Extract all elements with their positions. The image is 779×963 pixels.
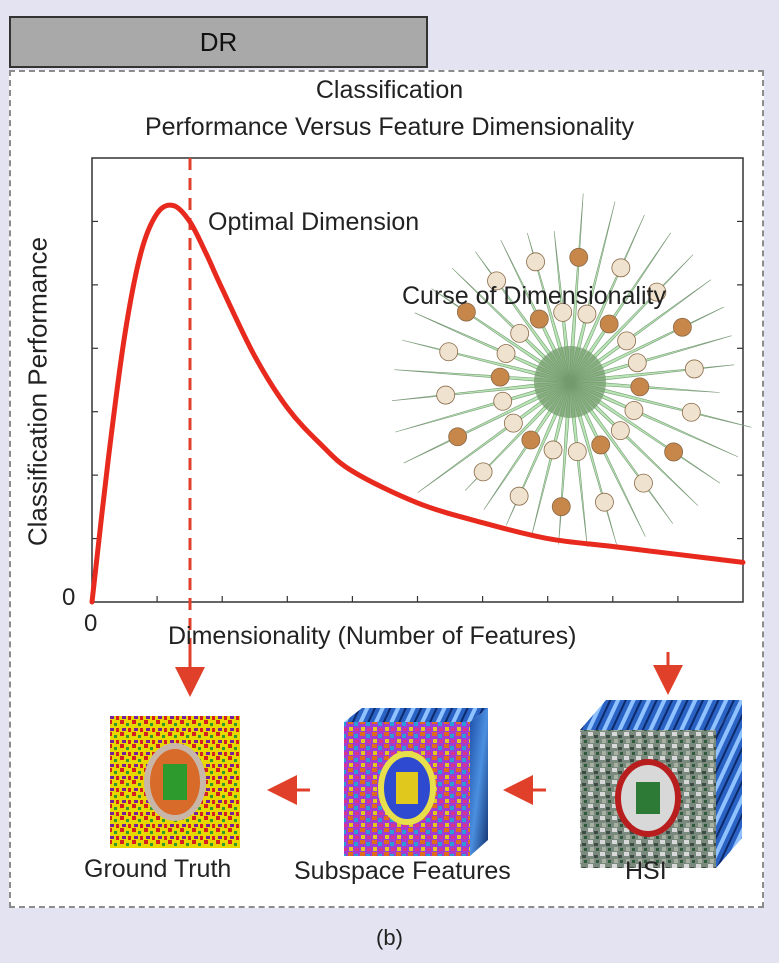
subspace-features-label: Subspace Features <box>294 857 511 885</box>
animal-face-icon <box>627 353 647 373</box>
animal-face-icon <box>551 497 571 517</box>
hsi-cube <box>580 700 742 868</box>
subspace-features-cube <box>344 708 488 856</box>
chart-title-line2: Performance Versus Feature Dimensionalit… <box>144 113 635 141</box>
animal-face-icon <box>509 486 529 506</box>
animal-face-icon <box>490 367 510 387</box>
animal-face-icon <box>436 385 456 405</box>
animal-face-icon <box>569 247 589 267</box>
animal-face-icon <box>595 492 614 512</box>
x-axis-label: Dimensionality (Number of Features) <box>168 622 577 650</box>
animal-face-icon <box>681 402 701 422</box>
animal-face-icon <box>672 317 692 337</box>
animal-face-icon <box>526 252 545 272</box>
animal-face-icon <box>634 473 653 493</box>
animal-face-icon <box>510 323 530 343</box>
animal-face-icon <box>610 421 630 441</box>
animal-face-icon <box>630 377 650 397</box>
hsi-label: HSI <box>625 857 667 885</box>
optimal-dimension-annotation: Optimal Dimension <box>208 208 420 236</box>
animal-face-icon <box>664 442 684 462</box>
curse-spiky-ball <box>391 193 752 548</box>
ground-truth-image <box>110 716 240 848</box>
animal-face-icon <box>503 413 523 433</box>
dr-tab-label: DR <box>199 26 238 57</box>
animal-face-icon <box>529 309 549 329</box>
ground-truth-label: Ground Truth <box>84 855 232 883</box>
x-origin-label: 0 <box>84 610 98 637</box>
animal-face-icon <box>456 302 476 322</box>
animal-face-icon <box>647 282 667 302</box>
animal-face-icon <box>448 427 468 447</box>
animal-face-icon <box>591 435 611 455</box>
animal-face-icon <box>439 342 459 362</box>
chart-title-line1: Classification <box>315 76 464 104</box>
x-ticks <box>156 596 679 602</box>
animal-face-icon <box>553 302 573 322</box>
animal-face-icon <box>617 331 637 351</box>
animal-face-icon <box>567 442 587 462</box>
performance-curve <box>89 202 746 605</box>
animal-face-icon <box>684 359 704 379</box>
animal-face-icon <box>496 344 516 363</box>
y-axis-label: Classification Performance <box>22 236 53 547</box>
curse-of-dimensionality-annotation: Curse of Dimensionality <box>402 282 666 310</box>
animal-face-icon <box>611 258 631 278</box>
animal-face-icon <box>473 462 493 482</box>
animal-face-icon <box>599 314 619 334</box>
animal-face-icon <box>521 430 541 450</box>
animal-face-icon <box>487 271 506 291</box>
animal-face-icon <box>543 440 563 460</box>
spike-core <box>534 346 606 418</box>
dr-tab: DR <box>9 16 428 68</box>
animal-face-icon <box>624 401 644 420</box>
figure-caption: (b) <box>376 925 403 950</box>
animal-face-icon <box>577 304 597 324</box>
y-origin-label: 0 <box>62 584 76 611</box>
animal-face-icon <box>493 391 513 411</box>
